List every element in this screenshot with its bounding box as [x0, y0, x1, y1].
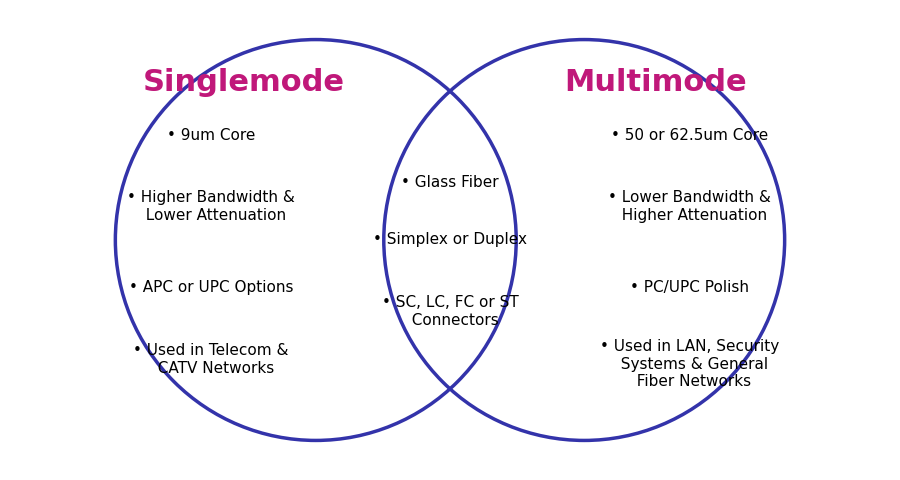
- Text: • Simplex or Duplex: • Simplex or Duplex: [373, 232, 527, 248]
- Text: • SC, LC, FC or ST
  Connectors: • SC, LC, FC or ST Connectors: [382, 295, 518, 328]
- Text: • Used in LAN, Security
  Systems & General
  Fiber Networks: • Used in LAN, Security Systems & Genera…: [599, 339, 778, 389]
- Text: • 50 or 62.5um Core: • 50 or 62.5um Core: [610, 128, 768, 143]
- Text: Multimode: Multimode: [564, 68, 747, 97]
- Text: • 9um Core: • 9um Core: [166, 128, 255, 143]
- Text: • Glass Fiber: • Glass Fiber: [401, 175, 499, 190]
- Text: • Lower Bandwidth &
  Higher Attenuation: • Lower Bandwidth & Higher Attenuation: [608, 191, 770, 223]
- Text: • Higher Bandwidth &
  Lower Attenuation: • Higher Bandwidth & Lower Attenuation: [127, 191, 294, 223]
- Text: • PC/UPC Polish: • PC/UPC Polish: [630, 280, 749, 295]
- Text: Singlemode: Singlemode: [143, 68, 346, 97]
- Text: • Used in Telecom &
  CATV Networks: • Used in Telecom & CATV Networks: [133, 343, 289, 375]
- Text: • APC or UPC Options: • APC or UPC Options: [129, 280, 293, 295]
